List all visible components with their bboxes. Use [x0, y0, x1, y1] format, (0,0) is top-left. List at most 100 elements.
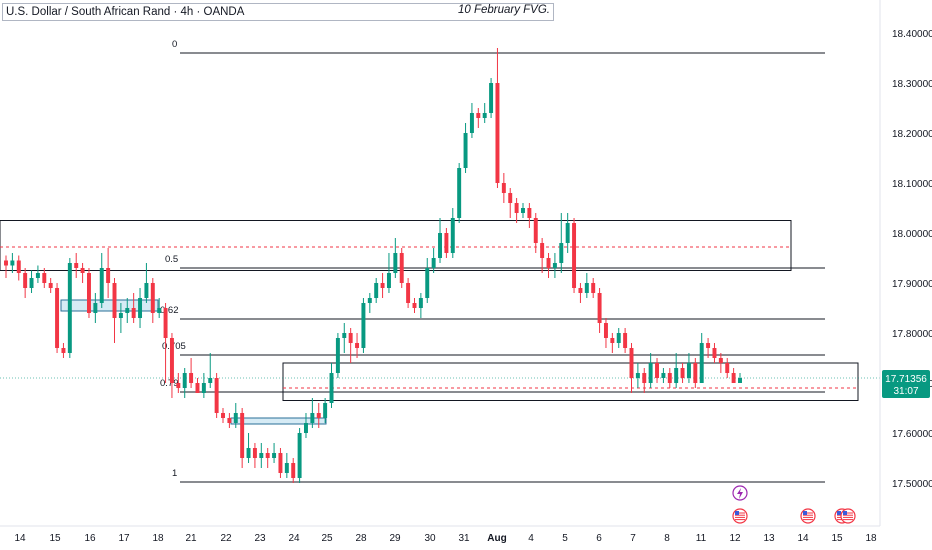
time-tick-label: 5	[562, 533, 568, 544]
candle-body	[450, 218, 455, 253]
time-tick-label: 7	[630, 533, 636, 544]
candle-body	[265, 453, 270, 458]
candle-body	[546, 258, 551, 268]
candle-body	[144, 283, 149, 298]
candle-body	[240, 413, 245, 458]
candle-body	[189, 373, 194, 383]
flag-canton	[843, 511, 847, 515]
candle-body	[635, 373, 640, 378]
countdown-label: 31:07	[893, 386, 918, 397]
candle-body	[252, 448, 257, 458]
time-tick-label: 18	[865, 533, 877, 544]
candle-body	[425, 268, 430, 298]
candle-body	[4, 260, 8, 266]
time-tick-label: 16	[84, 533, 96, 544]
event-us-14[interactable]	[800, 508, 816, 524]
candle-body	[86, 273, 91, 313]
candle-body	[227, 418, 232, 423]
candle-body	[233, 413, 238, 423]
candle-body	[616, 333, 621, 343]
fib-label: 0	[172, 39, 177, 50]
candle-body	[712, 348, 717, 358]
candle-body	[118, 313, 123, 318]
event-markers[interactable]	[732, 485, 856, 524]
candle-body	[182, 373, 187, 388]
candle-body	[35, 273, 40, 278]
candle-body	[380, 283, 385, 288]
candle-body	[323, 403, 328, 418]
candle-body	[725, 363, 730, 373]
candle-body	[169, 338, 174, 383]
candle-body	[527, 208, 532, 218]
time-tick-label: 25	[321, 533, 333, 544]
price-tick-label: 17.80000	[892, 329, 932, 340]
price-tick-label: 17.50000	[892, 479, 932, 490]
time-tick-label: 22	[220, 533, 232, 544]
candles	[4, 48, 742, 483]
fib-label: 0.79	[160, 378, 179, 389]
candle-body	[112, 283, 117, 318]
candle-body	[214, 378, 219, 413]
flag-canton	[735, 511, 739, 515]
price-tick-label: 18.10000	[892, 179, 932, 190]
time-tick-label: 11	[696, 533, 707, 544]
candle-body	[597, 293, 602, 323]
candle-body	[457, 168, 462, 218]
event-us-15b[interactable]	[840, 508, 856, 524]
candle-body	[386, 273, 391, 288]
candle-body	[348, 333, 353, 343]
candle-body	[418, 298, 423, 308]
candle-body	[291, 463, 296, 478]
candle-body	[438, 233, 442, 258]
candle-body	[42, 273, 47, 283]
event-us-12[interactable]	[732, 508, 748, 524]
candle-body	[393, 253, 398, 273]
candle-body	[572, 223, 577, 288]
candle-body	[514, 203, 519, 213]
candle-body	[93, 303, 98, 313]
time-tick-label: 24	[288, 533, 300, 544]
candle-body	[48, 283, 53, 288]
candle-body	[106, 268, 111, 283]
time-tick-label: 8	[664, 533, 670, 544]
candle-body	[10, 260, 15, 266]
candle-body	[469, 113, 474, 133]
candle-body	[552, 263, 557, 268]
price-tick-label: 18.20000	[892, 129, 932, 140]
candle-body	[342, 333, 347, 338]
candle-body	[131, 308, 136, 318]
candle-body	[482, 113, 487, 118]
time-tick-label: 14	[14, 533, 26, 544]
candle-body	[310, 413, 315, 423]
time-tick-label: Aug	[487, 533, 506, 544]
candle-body	[603, 323, 608, 338]
candle-body	[521, 208, 525, 213]
candle-body	[501, 183, 506, 193]
time-tick-label: 29	[389, 533, 401, 544]
current-price-badge	[882, 370, 930, 398]
candle-body	[55, 288, 60, 348]
candle-body	[138, 298, 143, 318]
event-lightning[interactable]	[732, 485, 748, 501]
candle-body	[680, 368, 685, 378]
candle-body	[444, 233, 449, 253]
symbol-header[interactable]: U.S. Dollar / South African Rand · 4h · …	[2, 3, 554, 21]
current-price-label: 17.71356	[885, 374, 927, 385]
candle-body	[489, 83, 494, 113]
time-tick-label: 17	[118, 533, 130, 544]
time-tick-label: 18	[152, 533, 164, 544]
price-tick-label: 18.40000	[892, 29, 932, 40]
time-tick-label: 31	[458, 533, 470, 544]
candle-body	[23, 273, 28, 288]
candle-body	[738, 378, 742, 383]
candle-body	[731, 373, 736, 383]
time-tick-label: 15	[49, 533, 61, 544]
candle-body	[335, 338, 340, 373]
candle-body	[623, 333, 628, 348]
candle-body	[533, 218, 538, 243]
time-tick-label: 13	[763, 533, 775, 544]
candle-body	[629, 348, 634, 378]
candle-body	[80, 268, 85, 273]
